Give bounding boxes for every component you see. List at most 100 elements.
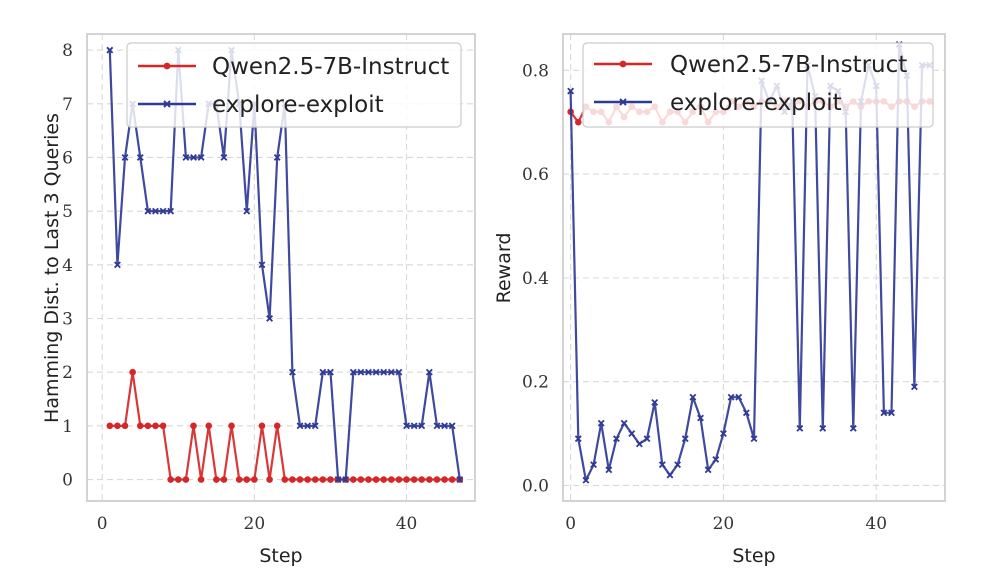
right-explore-point [720, 430, 727, 437]
left-explore-point [266, 315, 274, 322]
left-qwen-point [121, 422, 129, 430]
left-qwen-point [311, 476, 319, 483]
left-y-tick-label: 2 [62, 363, 73, 383]
left-x-tick-label: 40 [396, 514, 418, 534]
right-x-tick-label: 0 [565, 514, 576, 534]
left-qwen-point [190, 422, 197, 430]
right-legend-label-explore: explore-exploit [670, 90, 842, 116]
left-explore-point [288, 368, 296, 376]
left-qwen-point [410, 476, 418, 483]
left-qwen-point [213, 476, 220, 483]
left-qwen-point [372, 476, 380, 483]
left-explore-point [319, 368, 327, 376]
left-qwen-point [441, 476, 448, 483]
right-explore-point [712, 456, 720, 463]
right-legend: Qwen2.5-7B-Instruct explore-exploit [582, 42, 934, 128]
left-qwen-point [152, 422, 159, 430]
right-explore-point [689, 393, 697, 401]
left-qwen-point [380, 476, 388, 483]
right-explore-point [681, 435, 689, 443]
right-y-axis-label: Reward [493, 233, 515, 304]
right-legend-marker-explore [619, 98, 627, 106]
right-explore-point [590, 461, 597, 469]
left-y-tick-label: 1 [62, 417, 73, 437]
left-qwen-point [144, 422, 152, 430]
left-explore-point [433, 422, 441, 430]
left-explore-point [410, 422, 418, 430]
left-qwen-point [296, 476, 304, 483]
left-x-tick-label: 0 [97, 514, 108, 534]
right-explore-point [742, 409, 750, 417]
right-y-tick-label: 0.6 [522, 165, 549, 185]
right-axes-frame [562, 33, 946, 502]
left-explore-point [243, 207, 251, 215]
left-y-tick-label: 3 [62, 309, 73, 329]
left-explore-point [159, 207, 167, 215]
left-y-tick-label: 0 [62, 471, 73, 491]
left-explore-point [113, 261, 121, 269]
left-explore-point [220, 154, 228, 161]
left-qwen-point [403, 476, 410, 483]
left-y-tick-label: 8 [62, 41, 73, 61]
left-qwen-point [281, 476, 289, 483]
left-explore-point [365, 368, 372, 376]
left-panel: 0 20 40 0 1 2 3 4 5 6 7 8 Step Hamming Dist. to Las… [41, 33, 476, 567]
right-explore-point [605, 466, 613, 474]
right-explore-point [658, 461, 666, 469]
right-explore-point [666, 471, 674, 479]
right-explore-point [597, 419, 605, 427]
right-explore-point [849, 424, 857, 432]
right-x-axis-label: Step [732, 545, 775, 567]
left-explore-point [296, 422, 304, 430]
right-explore-point [704, 466, 712, 474]
left-explore-point [425, 368, 433, 376]
left-qwen-point [395, 476, 403, 483]
left-qwen-point [243, 476, 251, 483]
left-legend: Qwen2.5-7B-Instruct explore-exploit [126, 42, 462, 128]
left-qwen-point [106, 422, 114, 430]
right-explore-point [628, 430, 636, 437]
right-explore-point [727, 393, 735, 401]
left-qwen-point [266, 476, 273, 483]
left-explore-point [456, 476, 464, 483]
right-explore-point [888, 409, 895, 417]
right-panel: 0 20 40 0.0 0.2 0.4 0.6 0.8 Step Reward Qwen2.5… [493, 33, 946, 567]
left-qwen-point [136, 422, 144, 430]
right-explore-point [819, 424, 827, 432]
left-legend-marker-qwen [163, 62, 171, 70]
left-qwen-point [418, 476, 426, 483]
left-y-tick-label: 6 [62, 148, 73, 168]
left-qwen-point [289, 476, 296, 483]
right-y-tick-label: 0.2 [522, 373, 549, 393]
right-legend-box [582, 42, 934, 128]
left-qwen-point [114, 422, 121, 430]
left-explore-point [342, 476, 350, 483]
right-explore-point [735, 393, 743, 401]
left-qwen-point [182, 476, 190, 483]
left-explore-point [106, 46, 114, 54]
left-explore-point [311, 422, 319, 430]
right-explore-point [697, 414, 704, 422]
left-legend-marker-explore [163, 100, 171, 108]
left-y-axis-label: Hamming Dist. to Last 3 Queries [41, 113, 63, 423]
left-explore-point [395, 368, 403, 376]
left-qwen-point [365, 476, 372, 483]
left-qwen-point [205, 422, 213, 430]
left-explore-point [144, 207, 152, 215]
left-explore-point [327, 368, 334, 376]
left-explore-point [349, 368, 357, 376]
left-y-tick-label: 7 [62, 95, 73, 115]
left-qwen-point [304, 476, 311, 483]
left-explore-point [418, 422, 426, 430]
right-y-tick-label: 0.8 [522, 61, 549, 81]
left-qwen-point [159, 422, 167, 430]
left-y-tick-label: 4 [62, 256, 73, 276]
left-explore-point [372, 368, 380, 376]
left-explore-point [121, 154, 129, 161]
right-x-tick-label: 20 [713, 514, 735, 534]
left-legend-label-qwen: Qwen2.5-7B-Instruct [212, 54, 449, 80]
right-explore-point [567, 87, 575, 95]
left-qwen-point [357, 476, 365, 483]
left-explore-point [334, 476, 342, 483]
